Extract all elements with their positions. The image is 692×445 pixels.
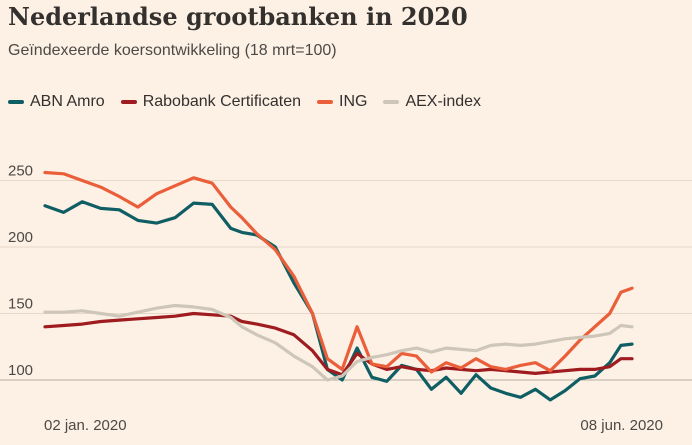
- y-tick-label: 250: [8, 163, 33, 180]
- legend-swatch: [120, 100, 137, 104]
- chart-subtitle: Geïndexeerde koersontwikkeling (18 mrt=1…: [8, 42, 337, 59]
- series-lines: [43, 170, 634, 402]
- y-tick-label: 150: [8, 296, 33, 313]
- chart-title: Nederlandse grootbanken in 2020: [8, 2, 468, 31]
- legend-label: Rabobank Certificaten: [142, 93, 301, 110]
- y-axis-ticks: 100 150 200 250: [8, 163, 33, 380]
- series-line-aex-index: [43, 303, 634, 382]
- series-line-ing: [43, 170, 634, 374]
- legend-item-rabobank: Rabobank Certificaten: [120, 93, 301, 111]
- legend-item-aex-index: AEX-index: [383, 93, 481, 111]
- x-axis-ticks: 02 jan. 2020 08 jun. 2020: [44, 417, 663, 434]
- legend-swatch: [8, 100, 24, 104]
- legend-swatch: [383, 100, 400, 104]
- legend-item-ing: ING: [317, 93, 367, 111]
- legend-item-abn-amro: ABN Amro: [8, 93, 105, 111]
- gridlines: [0, 180, 692, 381]
- legend: ABN Amro Rabobank Certificaten ING AEX-i…: [8, 93, 497, 111]
- series-line-abn-amro: [43, 200, 634, 402]
- legend-label: ABN Amro: [30, 93, 105, 110]
- legend-label: AEX-index: [405, 93, 482, 110]
- legend-swatch: [317, 100, 333, 104]
- legend-label: ING: [339, 93, 368, 110]
- x-tick-label: 08 jun. 2020: [580, 417, 663, 434]
- x-tick-label: 02 jan. 2020: [44, 417, 127, 434]
- y-tick-label: 100: [8, 362, 33, 379]
- y-tick-label: 200: [8, 229, 33, 246]
